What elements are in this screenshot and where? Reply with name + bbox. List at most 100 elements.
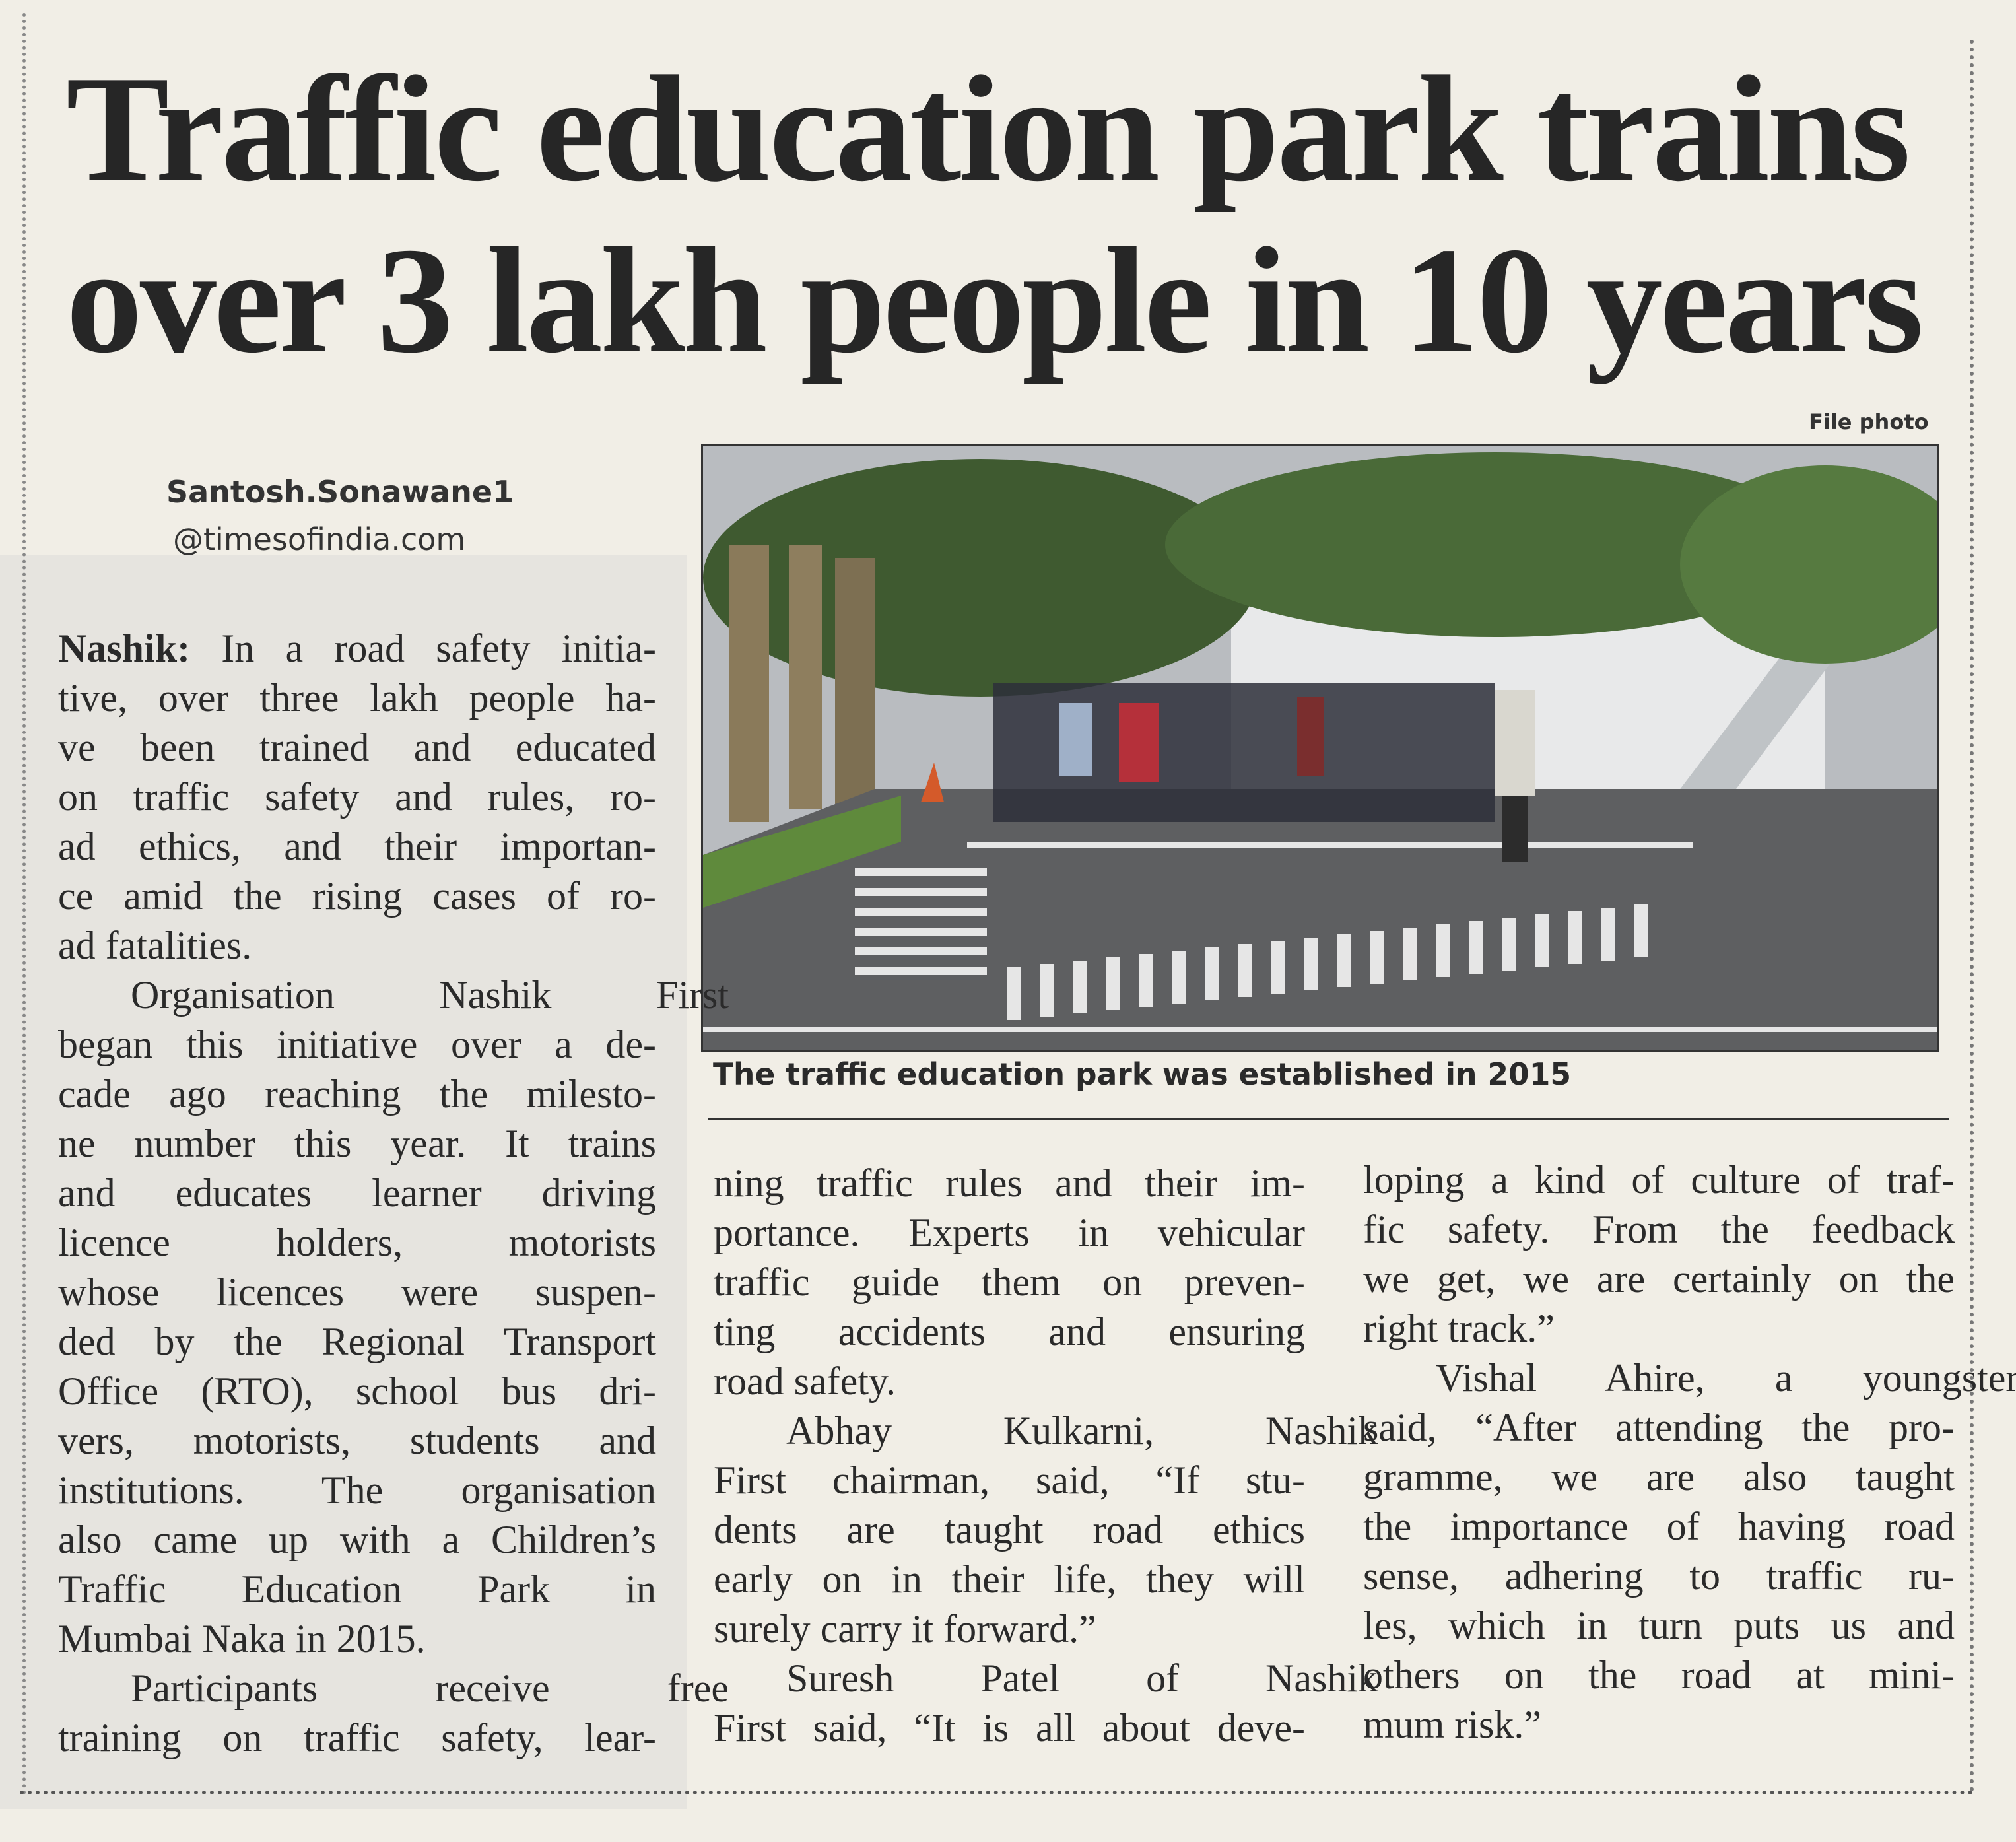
article-line-text: Abhay Kulkarni, Nashik — [786, 1409, 1378, 1452]
article-line: Mumbai Naka in 2015. — [58, 1614, 426, 1664]
article-line: Organisation Nashik First — [58, 971, 729, 1020]
article-line: and educates learner driving — [58, 1169, 656, 1218]
article-line: we get, we are certainly on the — [1363, 1254, 1955, 1304]
article-line-text: cade ago reaching the milesto- — [58, 1072, 656, 1116]
article-line: First said, “It is all about deve- — [714, 1703, 1305, 1753]
article-line: sense, adhering to traffic ru- — [1363, 1552, 1955, 1601]
article-line: ting accidents and ensuring — [714, 1307, 1305, 1357]
article-line-text: others on the road at mini- — [1363, 1653, 1955, 1697]
article-line-text: portance. Experts in vehicular — [714, 1211, 1305, 1254]
byline-email: @timesofindia.com — [173, 522, 466, 557]
article-line: ning traffic rules and their im- — [714, 1159, 1305, 1208]
article-line: ad fatalities. — [58, 921, 252, 971]
clipping-border-left — [22, 13, 26, 1796]
article-line-text: ting accidents and ensuring — [714, 1310, 1305, 1353]
article-line-text: In a road safety initia- — [190, 627, 656, 670]
article-line: les, which in turn puts us and — [1363, 1601, 1955, 1651]
article-line-text: institutions. The organisation — [58, 1468, 656, 1512]
article-line-text: training on traffic safety, lear- — [58, 1716, 656, 1759]
article-line: gramme, we are also taught — [1363, 1452, 1955, 1502]
article-line: Office (RTO), school bus dri- — [58, 1367, 656, 1416]
clipping-border-right — [1970, 40, 1974, 1792]
article-line-text: First chairman, said, “If stu- — [714, 1458, 1305, 1502]
article-line: also came up with a Children’s — [58, 1515, 656, 1565]
article-line-text: vers, motorists, students and — [58, 1419, 656, 1462]
article-line: surely carry it forward.” — [714, 1604, 1096, 1654]
headline-line-1: Traffic education park trains — [66, 44, 1911, 213]
article-column-2: ning traffic rules and their im-portance… — [714, 1159, 1378, 1753]
article-line: the importance of having road — [1363, 1502, 1955, 1552]
article-line-text: ded by the Regional Transport — [58, 1320, 656, 1363]
article-line-text: Participants receive free — [131, 1666, 729, 1710]
article-line: began this initiative over a de- — [58, 1020, 656, 1070]
article-line-text: Organisation Nashik First — [131, 973, 729, 1017]
article-line-text: road safety. — [714, 1359, 896, 1403]
article-line: mum risk.” — [1363, 1700, 1541, 1750]
article-line: loping a kind of culture of traf- — [1363, 1155, 1955, 1205]
article-line-text: loping a kind of culture of traf- — [1363, 1158, 1955, 1202]
article-line: ne number this year. It trains — [58, 1119, 656, 1169]
article-line-text: ce amid the rising cases of ro- — [58, 874, 656, 918]
article-line-text: also came up with a Children’s — [58, 1518, 656, 1561]
article-line: Vishal Ahire, a youngster, — [1363, 1353, 2016, 1403]
news-photo — [701, 444, 1939, 1052]
article-line: Nashik: In a road safety initia- — [58, 624, 656, 673]
article-line: vers, motorists, students and — [58, 1416, 656, 1466]
article-line: ve been trained and educated — [58, 723, 656, 772]
article-line-text: said, “After attending the pro- — [1363, 1406, 1955, 1449]
article-column-3: loping a kind of culture of traf-fic saf… — [1363, 1155, 2016, 1750]
article-line-text: Mumbai Naka in 2015. — [58, 1617, 426, 1660]
people-group — [993, 683, 1535, 862]
article-line: Traffic Education Park in — [58, 1565, 656, 1614]
article-line: Abhay Kulkarni, Nashik — [714, 1406, 1378, 1456]
article-line: fic safety. From the feedback — [1363, 1205, 1955, 1254]
article-line: ce amid the rising cases of ro- — [58, 871, 656, 921]
article-line: training on traffic safety, lear- — [58, 1713, 656, 1763]
article-line: early on in their life, they will — [714, 1555, 1305, 1604]
article-line-text: ne number this year. It trains — [58, 1122, 656, 1165]
article-line: traffic guide them on preven- — [714, 1258, 1305, 1307]
article-line-text: early on in their life, they will — [714, 1557, 1305, 1601]
article-line: tive, over three lakh people ha- — [58, 673, 656, 723]
article-line-text: gramme, we are also taught — [1363, 1455, 1955, 1499]
article-line-text: ad fatalities. — [58, 924, 252, 967]
article-line: ad ethics, and their importan- — [58, 822, 656, 871]
article-line: institutions. The organisation — [58, 1466, 656, 1515]
article-line-text: licence holders, motorists — [58, 1221, 656, 1264]
article-line-text: surely carry it forward.” — [714, 1607, 1096, 1651]
article-line: road safety. — [714, 1357, 896, 1406]
article-line-text: Vishal Ahire, a youngster, — [1436, 1356, 2016, 1400]
paper-shade — [0, 555, 687, 1809]
article-line-text: on traffic safety and rules, ro- — [58, 775, 656, 819]
article-line: Suresh Patel of Nashik — [714, 1654, 1378, 1703]
article-line-text: the importance of having road — [1363, 1505, 1955, 1548]
article-line: ded by the Regional Transport — [58, 1317, 656, 1367]
article-line-text: mum risk.” — [1363, 1703, 1541, 1746]
article-column-1: Nashik: In a road safety initia-tive, ov… — [58, 624, 729, 1763]
article-line-text: ve been trained and educated — [58, 726, 656, 769]
article-line: said, “After attending the pro- — [1363, 1403, 1955, 1452]
article-line-text: les, which in turn puts us and — [1363, 1604, 1955, 1647]
article-line-text: Suresh Patel of Nashik — [786, 1656, 1378, 1700]
article-line: dents are taught road ethics — [714, 1505, 1305, 1555]
article-line: others on the road at mini- — [1363, 1651, 1955, 1700]
article-line-text: sense, adhering to traffic ru- — [1363, 1554, 1955, 1598]
article-line: licence holders, motorists — [58, 1218, 656, 1268]
article-line-text: Office (RTO), school bus dri- — [58, 1369, 656, 1413]
article-line: portance. Experts in vehicular — [714, 1208, 1305, 1258]
article-line: Participants receive free — [58, 1664, 729, 1713]
article-line: First chairman, said, “If stu- — [714, 1456, 1305, 1505]
article-line-text: began this initiative over a de- — [58, 1023, 656, 1066]
byline-name: Santosh.Sonawane1 — [166, 474, 514, 510]
article-line-text: fic safety. From the feedback — [1363, 1208, 1955, 1251]
article-line-text: traffic guide them on preven- — [714, 1260, 1305, 1304]
article-line-text: we get, we are certainly on the — [1363, 1257, 1955, 1301]
article-line: right track.” — [1363, 1304, 1555, 1353]
article-line-text: and educates learner driving — [58, 1171, 656, 1215]
article-line-text: ad ethics, and their importan- — [58, 825, 656, 868]
caption-rule — [708, 1118, 1949, 1120]
photo-credit: File photo — [1809, 409, 1929, 434]
article-line-text: right track.” — [1363, 1307, 1555, 1350]
article-line-text: First said, “It is all about deve- — [714, 1706, 1305, 1750]
crosswalk-stripes — [703, 842, 1937, 1032]
